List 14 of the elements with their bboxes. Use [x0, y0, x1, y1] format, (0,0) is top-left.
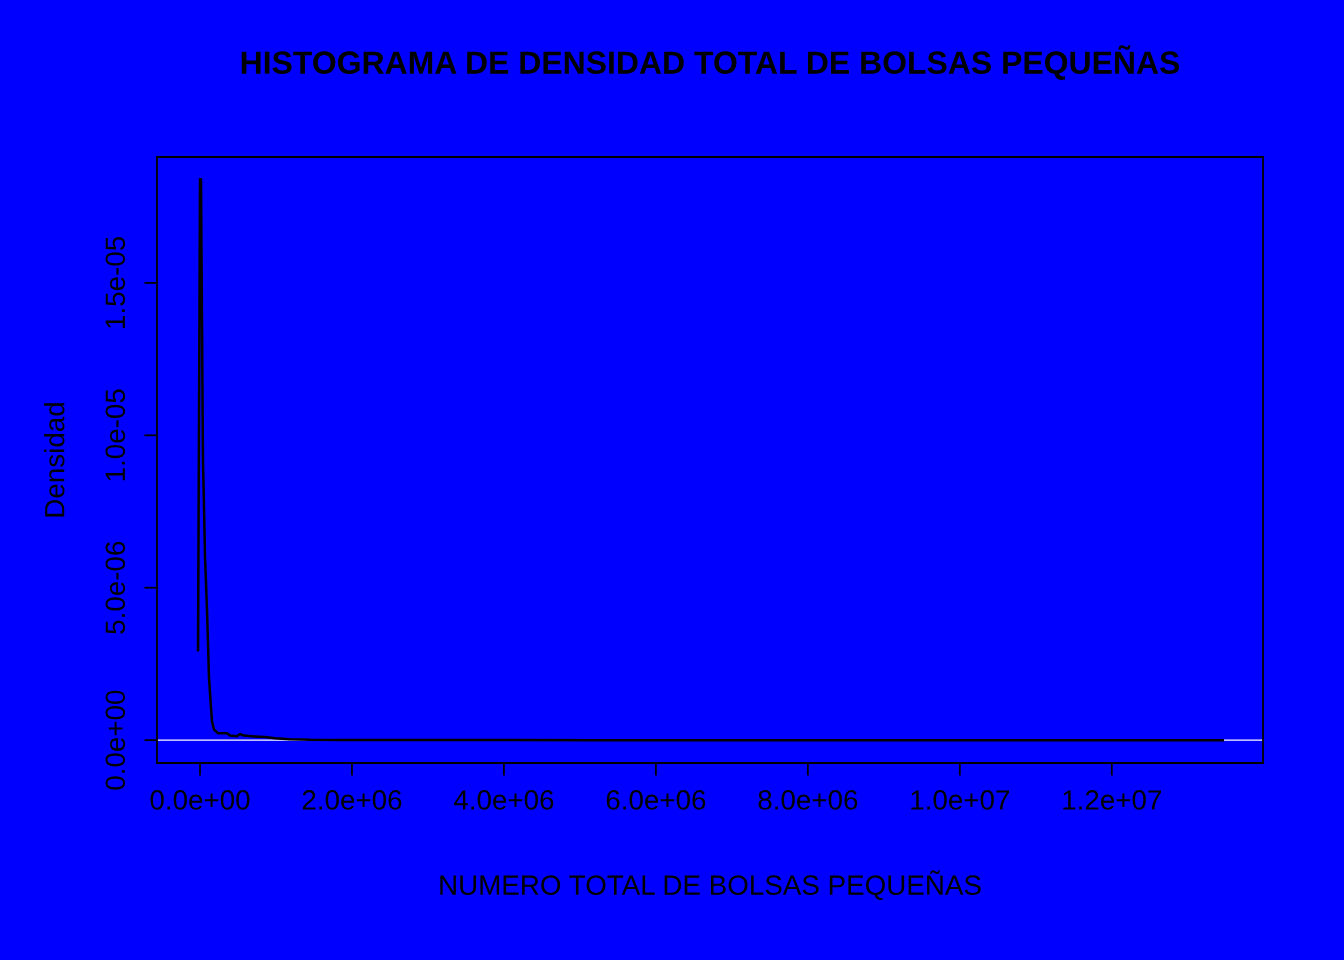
- x-tick-label: 6.0e+06: [606, 790, 706, 810]
- x-tick-label: 0.0e+00: [150, 790, 250, 810]
- x-axis-title: NUMERO TOTAL DE BOLSAS PEQUEÑAS: [440, 870, 981, 900]
- line-series: [196, 178, 1224, 742]
- y-axis-title: Densidad: [44, 403, 65, 517]
- x-tick-label: 2.0e+06: [302, 790, 402, 810]
- y-tick-label: 5.0e-06: [105, 541, 126, 634]
- y-tick-label: 1.5e-05: [105, 236, 126, 328]
- x-tick-label: 8.0e+06: [758, 790, 858, 810]
- y-tick-label: 1.0e-05: [105, 389, 126, 481]
- chart-title: HISTOGRAMA DE DENSIDAD TOTAL DE BOLSAS PEQUEÑAS: [241, 45, 1180, 80]
- x-tick-label: 1.2e+07: [1063, 790, 1161, 810]
- x-tick-label: 1.0e+07: [911, 790, 1010, 810]
- x-tick-label: 4.0e+06: [453, 790, 554, 810]
